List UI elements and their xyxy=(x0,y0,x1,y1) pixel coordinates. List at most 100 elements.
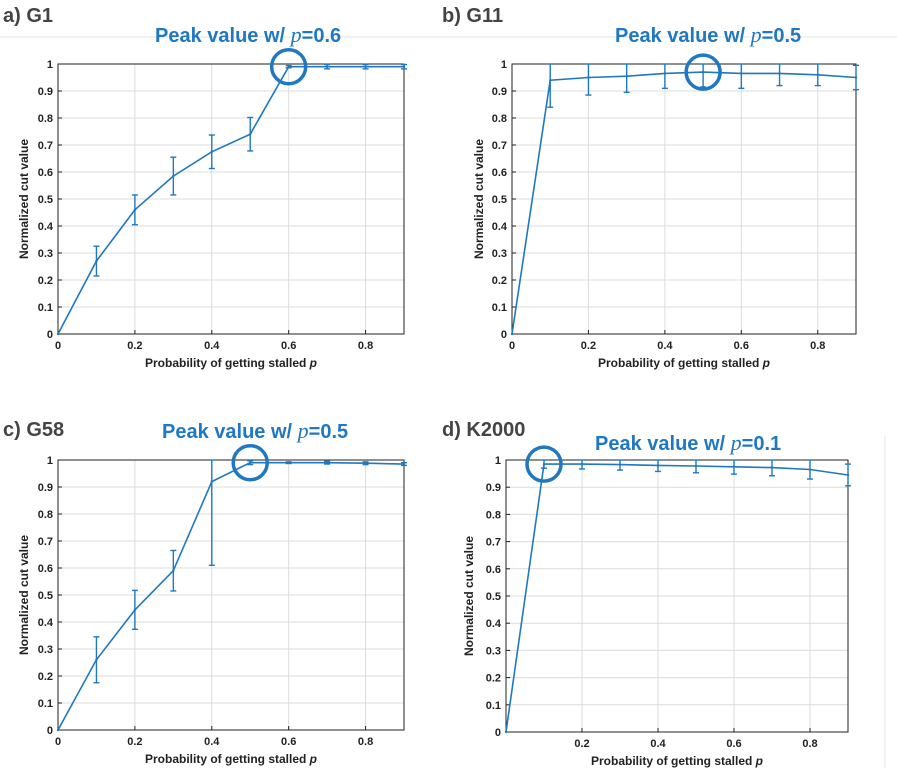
y-axis-label: Normalized cut value xyxy=(462,536,476,656)
y-tick-label: 1 xyxy=(495,455,501,467)
y-tick-label: 0 xyxy=(47,725,53,737)
data-point xyxy=(846,473,850,477)
plot-frame xyxy=(57,63,405,335)
error-bar xyxy=(585,63,592,96)
peak-circle xyxy=(231,443,269,482)
y-tick-label: 0.6 xyxy=(38,167,53,179)
series-line xyxy=(57,65,404,335)
x-axis-label-text: Probability of getting stalled xyxy=(591,754,756,768)
panel-label: b) G11 xyxy=(442,5,503,27)
y-tick-label: 0.9 xyxy=(38,482,53,494)
y-tick-label: 0.1 xyxy=(492,302,507,314)
peak-annotation-suffix: =0.1 xyxy=(742,433,781,455)
data-point xyxy=(56,728,60,732)
x-tick-label: 0.8 xyxy=(802,738,817,750)
panel-label: c) G58 xyxy=(3,419,64,441)
y-tick-label: 0.5 xyxy=(38,194,53,206)
y-tick-label: 1 xyxy=(501,59,507,71)
x-tick-label: 0.6 xyxy=(281,340,296,352)
data-point xyxy=(580,462,584,466)
error-bar xyxy=(623,63,630,94)
peak-annotation-var: p xyxy=(729,430,742,455)
y-tick-label: 0.9 xyxy=(38,86,53,98)
data-point xyxy=(287,461,290,464)
peak-annotation-prefix: Peak value w/ xyxy=(615,25,751,47)
data-point xyxy=(56,332,60,336)
data-point xyxy=(663,72,667,75)
x-axis-label-text: Probability of getting stalled xyxy=(145,356,310,370)
x-tick-label: 0 xyxy=(55,736,61,748)
data-point xyxy=(172,174,175,178)
x-tick-label: 0.2 xyxy=(127,340,142,352)
x-tick-label: 0 xyxy=(509,340,515,352)
y-tick-label: 0.5 xyxy=(38,590,53,602)
y-tick-label: 0.7 xyxy=(38,140,53,152)
x-axis-label: Probability of getting stalled p xyxy=(145,356,317,370)
peak-annotation: Peak value w/ p=0.5 xyxy=(162,418,348,443)
x-tick-label: 0.8 xyxy=(358,340,373,352)
data-point xyxy=(364,462,367,465)
error-bar xyxy=(738,63,745,90)
x-tick-label: 0.8 xyxy=(358,736,373,748)
data-point xyxy=(740,72,743,75)
x-tick-label: 0.2 xyxy=(581,340,596,352)
y-tick-label: 0.2 xyxy=(486,673,501,685)
y-tick-label: 1 xyxy=(47,455,53,467)
y-tick-label: 0.5 xyxy=(492,194,507,206)
data-point xyxy=(778,72,781,75)
x-tick-label: 0.4 xyxy=(650,738,666,750)
y-tick-label: 0.5 xyxy=(486,591,501,603)
x-axis-label-var: p xyxy=(309,356,317,370)
y-tick-label: 0 xyxy=(495,727,501,739)
y-tick-label: 0.4 xyxy=(38,221,54,233)
x-tick-label: 0.4 xyxy=(204,736,220,748)
error-bar xyxy=(208,459,215,566)
data-point xyxy=(770,466,774,469)
peak-annotation: Peak value w/ p=0.1 xyxy=(595,430,781,455)
peak-annotation-prefix: Peak value w/ xyxy=(162,421,298,443)
y-tick-label: 0.6 xyxy=(486,564,501,576)
data-point xyxy=(625,74,628,78)
y-tick-label: 0.7 xyxy=(492,140,507,152)
y-tick-label: 0.1 xyxy=(486,700,501,712)
data-point xyxy=(325,461,329,464)
data-point xyxy=(618,463,622,466)
y-tick-label: 0.6 xyxy=(38,563,53,575)
plot-frame xyxy=(511,63,857,335)
error-bar xyxy=(776,63,783,87)
data-point xyxy=(510,332,514,336)
data-point xyxy=(133,608,137,612)
y-axis-label: Normalized cut value xyxy=(472,139,486,259)
y-tick-label: 0.8 xyxy=(486,509,501,521)
series-line xyxy=(511,71,857,335)
y-tick-label: 0.3 xyxy=(38,644,53,656)
peak-circle xyxy=(684,53,722,91)
peak-annotation-prefix: Peak value w/ xyxy=(155,25,291,47)
peak-circle xyxy=(525,445,563,483)
chart-panel-3: c) G58 Peak value w/ p=0.500.10.20.30.40.… xyxy=(3,418,407,766)
data-point xyxy=(694,464,698,468)
x-tick-label: 0.4 xyxy=(657,340,673,352)
data-point xyxy=(402,65,406,68)
data-point xyxy=(249,461,252,464)
data-point xyxy=(172,569,175,572)
x-tick-label: 0.6 xyxy=(734,340,749,352)
x-axis-label: Probability of getting stalled p xyxy=(591,754,763,768)
data-point xyxy=(504,730,508,734)
peak-annotation-var: p xyxy=(289,22,302,47)
peak-annotation-suffix: =0.5 xyxy=(309,421,348,443)
data-point xyxy=(249,133,252,136)
series-line xyxy=(505,463,849,733)
x-tick-label: 0 xyxy=(55,340,61,352)
x-tick-label: 0.2 xyxy=(574,738,589,750)
panel-label: a) G1 xyxy=(3,5,53,27)
peak-annotation-var: p xyxy=(296,418,309,443)
data-point xyxy=(364,65,367,68)
y-tick-label: 0.3 xyxy=(486,645,501,657)
x-tick-label: 0.2 xyxy=(127,736,142,748)
y-tick-label: 0.4 xyxy=(38,617,54,629)
